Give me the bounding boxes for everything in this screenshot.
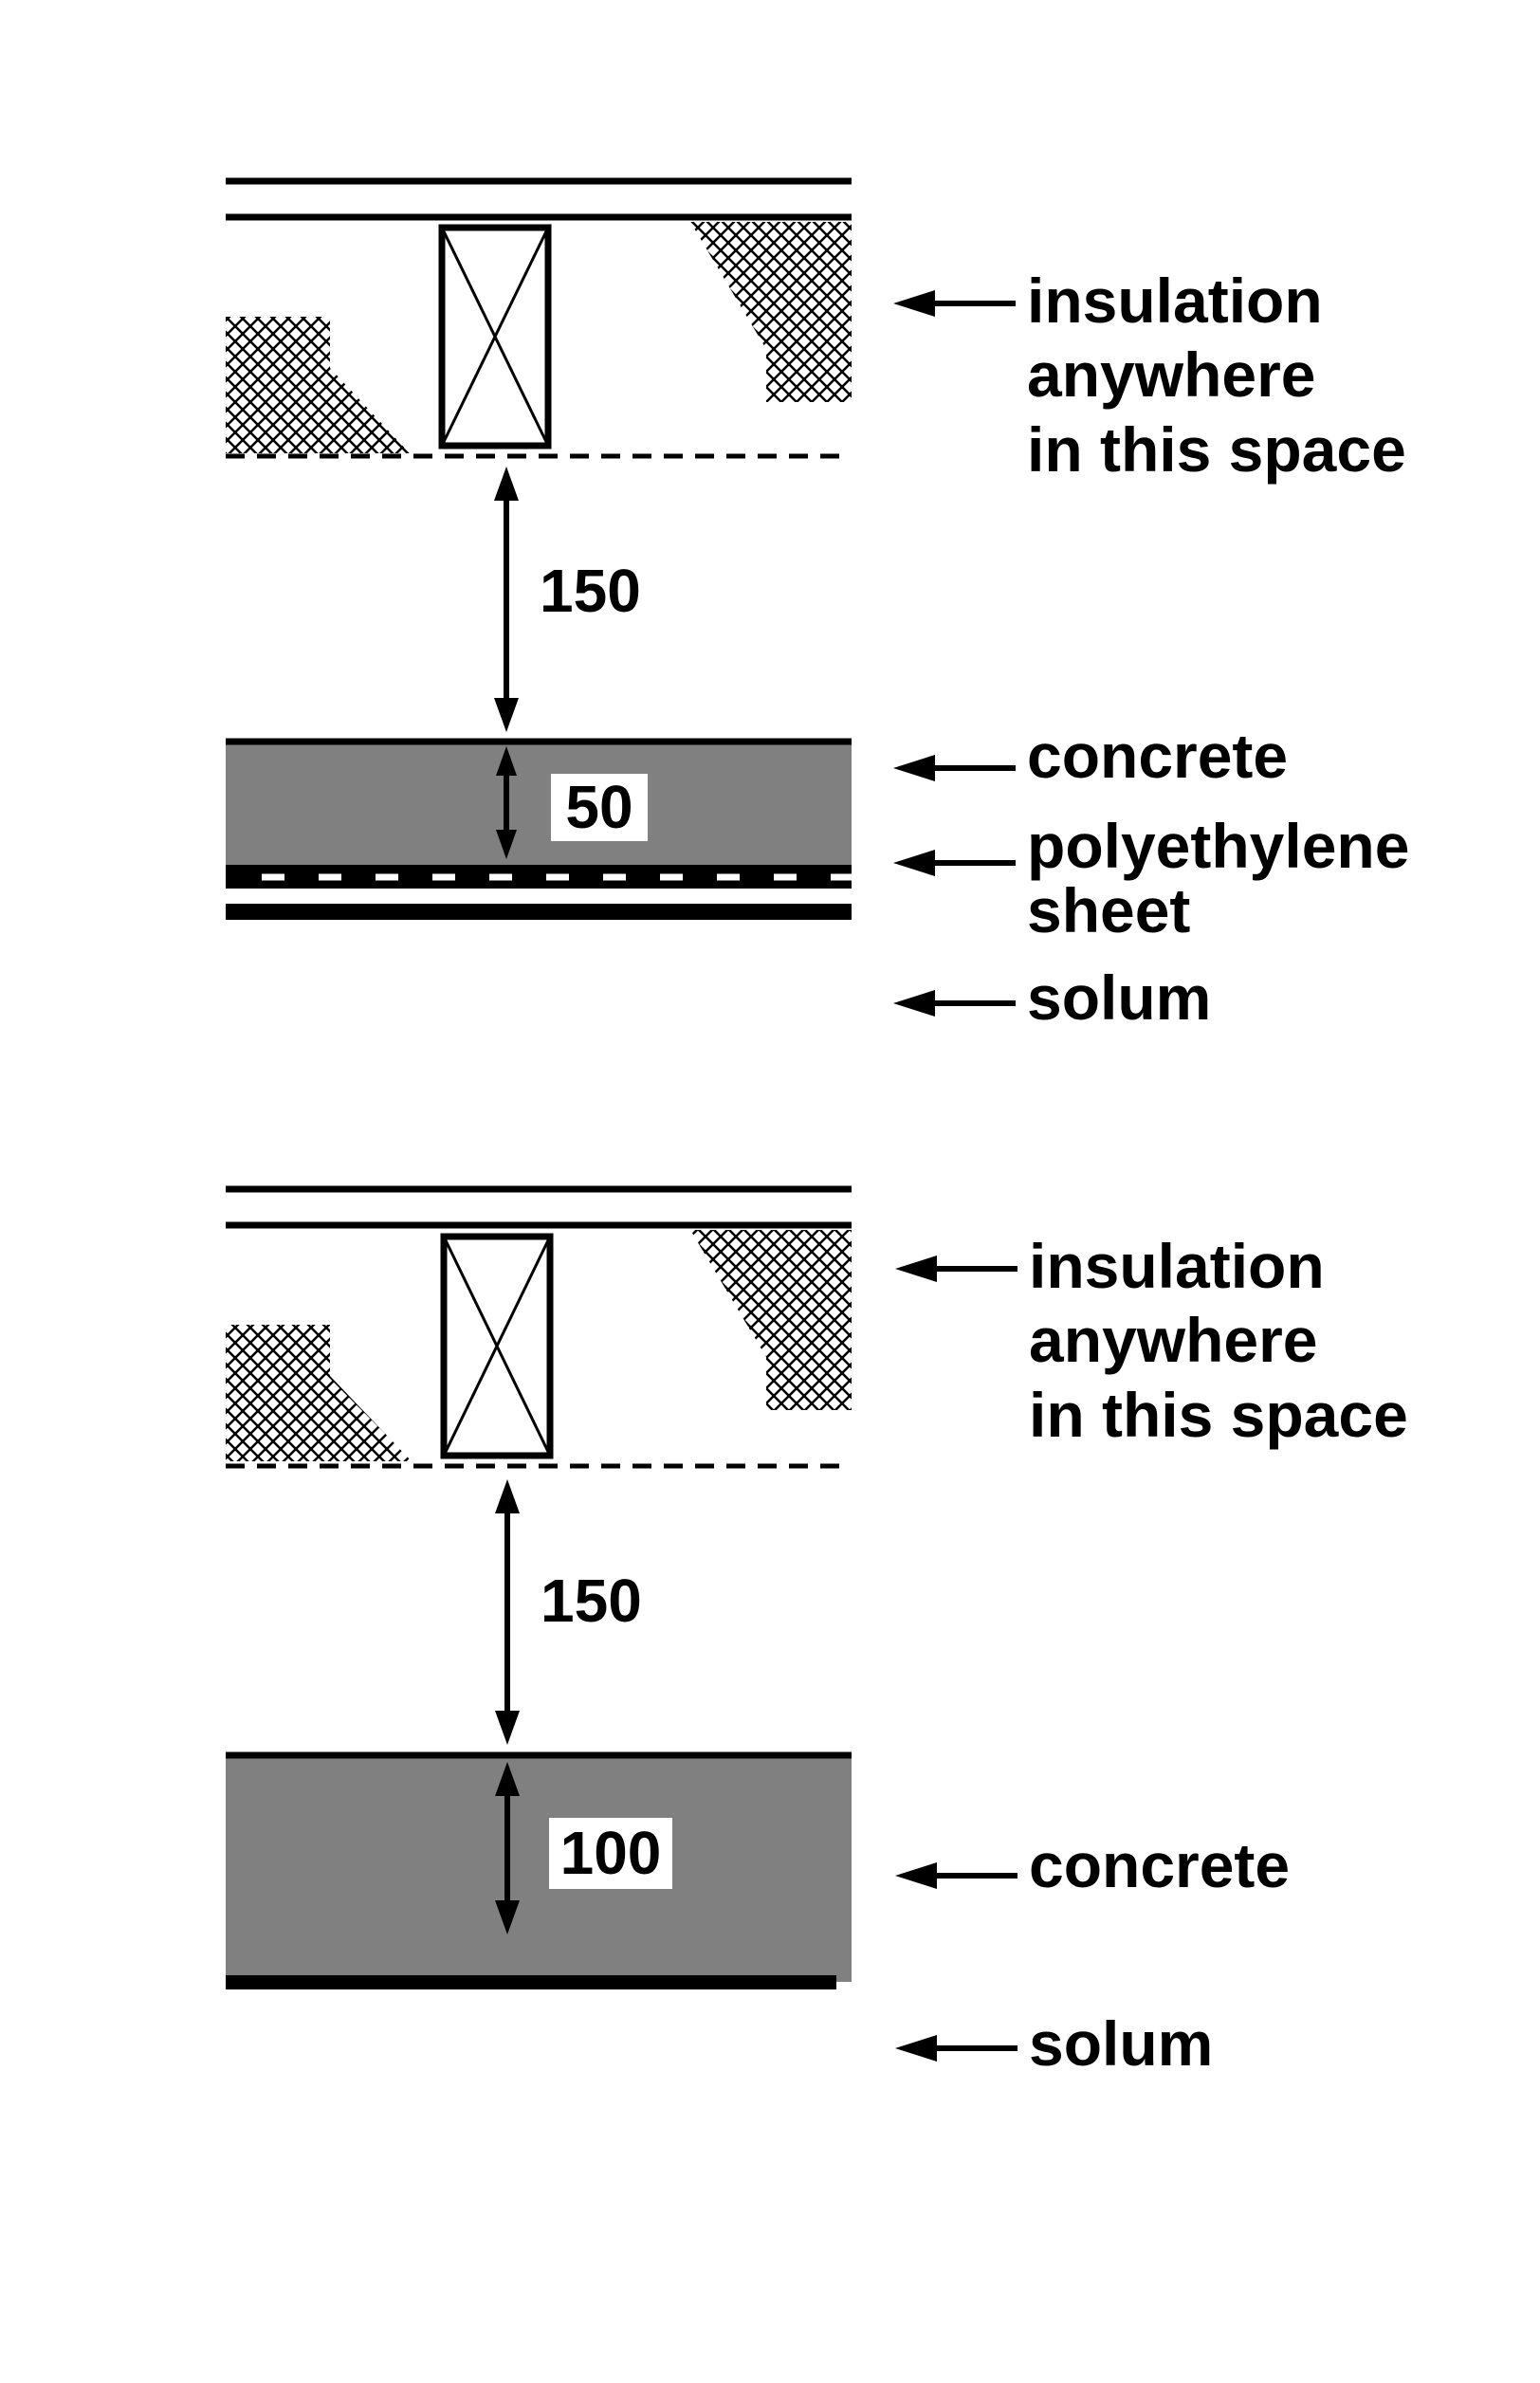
- slab-dimension-arrow: [496, 746, 517, 859]
- polyethylene-label-line-1: polyethylene: [1027, 811, 1409, 881]
- solum-label: solum: [1029, 2008, 1213, 2079]
- gap-dimension-label: 150: [541, 1567, 642, 1635]
- section-1: 150 50 insulation anywhere in this space: [226, 177, 1409, 1033]
- slab-dimension-arrow: [495, 1762, 520, 1934]
- polyethylene-label-line-2: sheet: [1027, 875, 1190, 945]
- concrete-slab: [226, 740, 852, 868]
- insulation-pointer-arrow: [895, 1256, 1018, 1282]
- insulation-pointer-arrow: [893, 290, 1016, 317]
- insulation-label-line-2: anywhere: [1029, 1305, 1317, 1375]
- concrete-slab: [226, 1752, 852, 1982]
- insulation-hatch-left: [226, 1325, 412, 1461]
- gap-dimension-label: 150: [540, 557, 641, 625]
- slab-dimension-label: 100: [560, 1819, 662, 1887]
- solum-label: solum: [1027, 962, 1211, 1033]
- concrete-label: concrete: [1029, 1830, 1290, 1900]
- slab-dimension-box: [551, 774, 648, 841]
- concrete-pointer-arrow: [895, 1862, 1018, 1889]
- insulation-hatch-right: [690, 1230, 852, 1410]
- joist: [438, 224, 552, 449]
- joist: [440, 1233, 554, 1459]
- insulation-label-line-3: in this space: [1029, 1380, 1408, 1450]
- slab-dimension-label: 50: [565, 773, 632, 841]
- concrete-label: concrete: [1027, 721, 1288, 791]
- insulation-label-line-2: anywhere: [1027, 339, 1315, 410]
- insulation-hatch-right: [690, 222, 852, 402]
- slab-dimension-box: [549, 1818, 672, 1889]
- section-2: 150 100 insulation anywhere in this spac…: [226, 1185, 1408, 2079]
- solum-pointer-arrow: [893, 990, 1016, 1017]
- concrete-pointer-arrow: [893, 755, 1016, 781]
- solum-line: [226, 904, 852, 920]
- solum-line: [226, 1975, 836, 1989]
- insulation-hatch-left: [226, 317, 410, 453]
- insulation-label-line-3: in this space: [1027, 414, 1406, 485]
- gap-dimension-arrow: [495, 1479, 520, 1745]
- solum-pointer-arrow: [895, 2035, 1018, 2062]
- insulation-label-line-1: insulation: [1027, 266, 1323, 336]
- polyethylene-pointer-arrow: [893, 850, 1016, 876]
- gap-dimension-arrow: [494, 467, 519, 732]
- insulation-label-line-1: insulation: [1029, 1231, 1325, 1301]
